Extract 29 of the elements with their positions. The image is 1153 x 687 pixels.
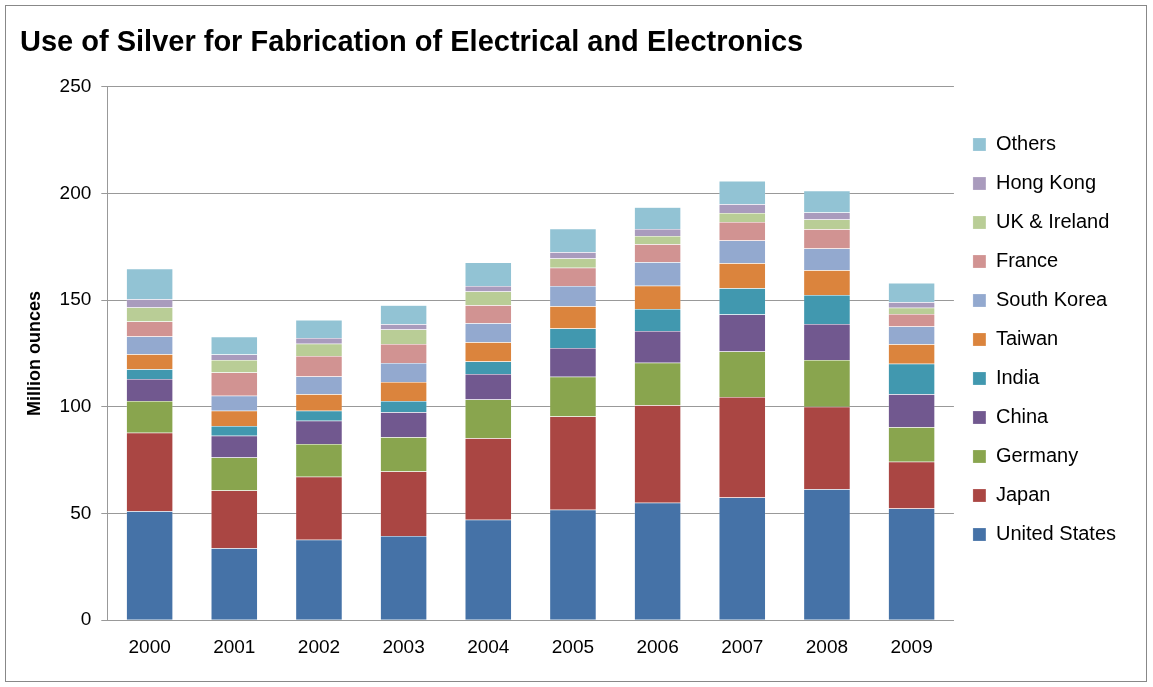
x-tick-label: 2009 xyxy=(890,635,933,657)
legend-label: China xyxy=(995,405,1050,428)
x-tick-label: 2002 xyxy=(297,635,341,657)
legend-label: India xyxy=(995,366,1041,389)
x-tick-label: 2005 xyxy=(551,635,595,657)
chart-title: Use of Silver for Fabrication of Electrical and Electronics xyxy=(20,25,804,58)
legend-label: Germany xyxy=(995,444,1079,467)
x-tick-label: 2007 xyxy=(721,635,764,657)
x-tick-label: 2006 xyxy=(636,635,679,657)
y-tick-label: 200 xyxy=(59,181,92,203)
y-tick-label: 150 xyxy=(59,288,92,310)
legend-label: Japan xyxy=(995,483,1051,506)
y-tick-label: 100 xyxy=(59,395,92,417)
legend-label: United States xyxy=(995,522,1117,545)
x-tick-label: 2003 xyxy=(382,635,425,657)
legend-label: France xyxy=(995,249,1059,272)
legend-label: UK & Ireland xyxy=(995,210,1110,233)
legend-label: Hong Kong xyxy=(995,171,1097,194)
legend-label: Taiwan xyxy=(995,327,1059,350)
x-tick-label: 2008 xyxy=(805,635,849,657)
y-tick-label: 50 xyxy=(70,501,92,523)
y-axis-title: Million ounces xyxy=(23,290,44,417)
y-tick-label: 250 xyxy=(59,75,92,97)
x-tick-label: 2000 xyxy=(128,635,171,657)
legend-label: Others xyxy=(995,132,1056,155)
y-tick-label: 0 xyxy=(80,608,92,630)
legend-label: South Korea xyxy=(995,288,1108,311)
x-tick-label: 2001 xyxy=(213,635,256,657)
x-tick-label: 2004 xyxy=(467,635,510,657)
